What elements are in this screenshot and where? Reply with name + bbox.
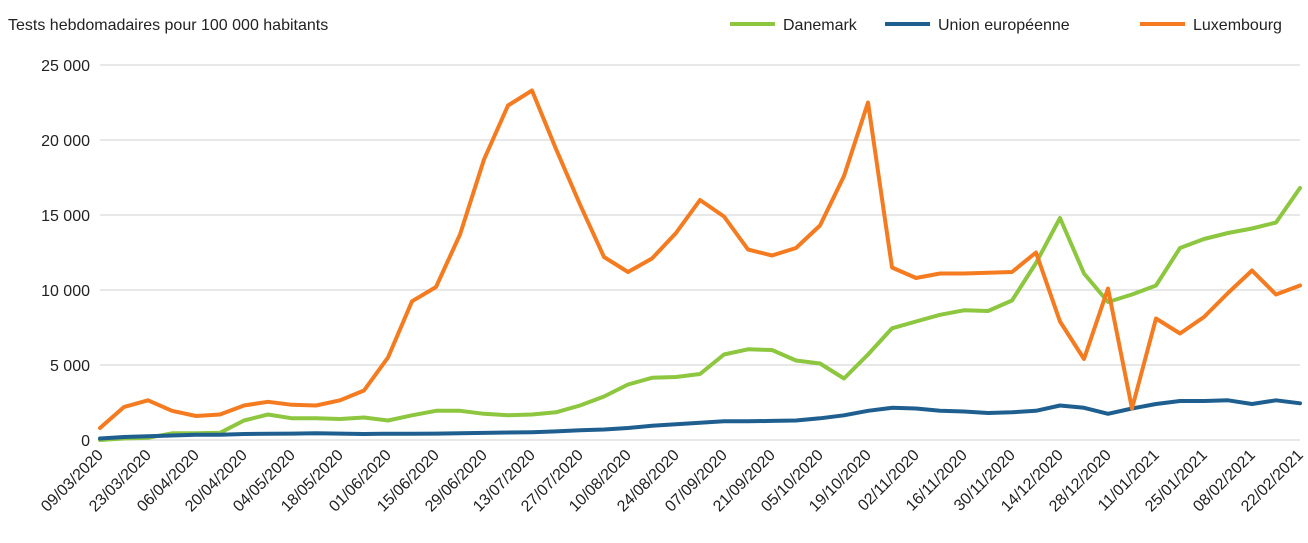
legend-label: Luxembourg bbox=[1193, 17, 1282, 34]
y-tick-label: 10 000 bbox=[41, 283, 90, 300]
line-series bbox=[98, 88, 1302, 430]
y-tick-label: 5 000 bbox=[50, 358, 90, 375]
legend-label: Union européenne bbox=[938, 17, 1070, 34]
legend-label: Danemark bbox=[783, 17, 858, 34]
line-series bbox=[98, 398, 1302, 441]
y-tick-label: 25 000 bbox=[41, 58, 90, 75]
y-tick-label: 20 000 bbox=[41, 133, 90, 150]
line-series bbox=[98, 186, 1302, 442]
y-tick-label: 0 bbox=[81, 433, 90, 450]
y-tick-label: 15 000 bbox=[41, 208, 90, 225]
chart-title: Tests hebdomadaires pour 100 000 habitan… bbox=[8, 17, 328, 34]
